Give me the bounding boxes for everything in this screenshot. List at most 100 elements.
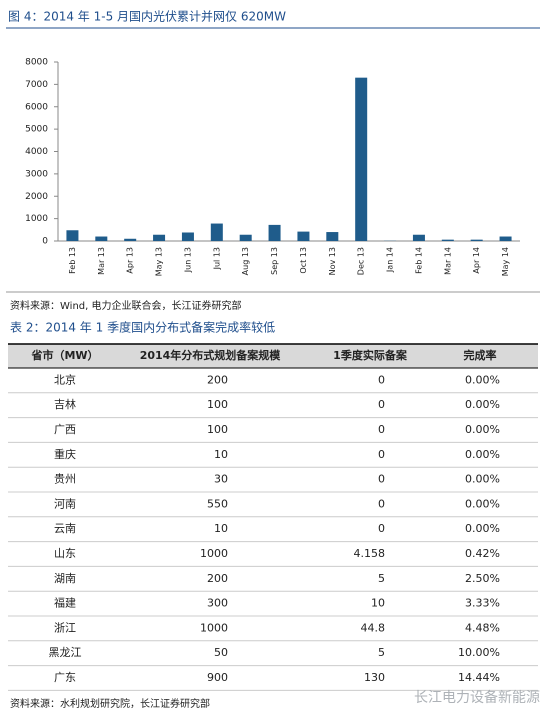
table-cell: 100 [207,423,228,436]
x-tick-label: Dec 13 [357,247,366,275]
table-cell: 100 [207,398,228,411]
table-cell: 50 [214,646,228,659]
table-header-bg [8,344,538,368]
y-tick-label: 0 [42,237,48,247]
table-header-cell: 1季度实际备案 [333,348,408,362]
table-header-cell: 省市（MW） [30,348,98,362]
bar-chart: 0 1000 2000 3000 4000 5000 6000 7000 8000 Feb 13 M… [25,58,520,276]
table-header-cell: 2014年分布式规划备案规模 [140,348,282,362]
table-cell: 4.48% [465,621,500,634]
x-tick-label: Apr 13 [126,247,135,274]
bar [124,238,137,241]
table-cell: 河南 [54,497,76,510]
bar [268,224,281,241]
x-tick-label: Jul 13 [212,247,221,270]
y-tick-label: 4000 [25,147,48,157]
table-cell: 0.42% [465,547,500,560]
x-tick-label: Sep 13 [270,247,279,275]
table-cell: 0 [378,522,385,535]
bar [153,234,166,241]
x-tick-label: Feb 13 [68,247,77,274]
table-cell: 1000 [200,547,228,560]
x-tick-label: Nov 13 [328,247,337,275]
y-tick-label: 5000 [25,125,48,135]
table-cell: 云南 [54,522,76,535]
x-tick-label: Jan 14 [386,247,395,273]
bar [181,232,194,241]
table-cell: 3.33% [465,597,500,610]
y-tick-label: 2000 [25,192,48,202]
x-tick-label: Mar 14 [443,247,452,275]
table-cell: 44.8 [361,621,386,634]
table-cell: 130 [364,671,385,684]
table-cell: 广东 [54,671,76,684]
bar [412,234,425,241]
y-tick-label: 6000 [25,102,48,112]
table-cell: 北京 [54,372,76,386]
table-cell: 10.00% [458,646,500,659]
table-cell: 0.00% [465,373,500,386]
bar [499,236,512,241]
table-cell: 30 [214,473,228,486]
table-cell: 福建 [54,596,76,610]
table-cell: 贵州 [54,473,76,486]
table-header-cell: 完成率 [464,348,497,362]
table-cell: 0.00% [465,473,500,486]
table-cell: 吉林 [54,397,76,411]
table-cell: 10 [214,522,228,535]
y-tick-label: 7000 [25,80,48,90]
x-tick-label: Oct 13 [299,247,308,274]
x-tick-label: Apr 14 [472,247,481,274]
table-cell: 广西 [54,423,76,436]
table-cell: 200 [207,373,228,386]
table-cell: 900 [207,671,228,684]
table-cell: 550 [207,497,228,510]
source-note: 资料来源：Wind, 电力企业联合会，长江证券研究部 [10,299,242,312]
table-cell: 200 [207,572,228,585]
table-cell: 0.00% [465,423,500,436]
table-cell: 0 [378,423,385,436]
table-cell: 300 [207,597,228,610]
table-cell: 0.00% [465,497,500,510]
table-cell: 5 [378,646,385,659]
table-cell: 浙江 [54,621,76,634]
table-cell: 1000 [200,621,228,634]
x-tick-label: Mar 13 [97,247,106,275]
watermark: 长江电力设备新能源 [414,689,540,706]
table-cell: 山东 [54,547,76,560]
table-cell: 5 [378,572,385,585]
x-tick-label: Jun 13 [183,247,192,273]
bar [470,239,483,241]
y-tick-label: 3000 [25,169,48,179]
table-cell: 0 [378,398,385,411]
table-cell: 2.50% [465,572,500,585]
table-cell: 0.00% [465,448,500,461]
bar [441,239,454,241]
table-cell: 0 [378,473,385,486]
bar [210,223,223,241]
table-cell: 黑龙江 [49,646,82,659]
table-cell: 重庆 [54,447,76,461]
table-cell: 10 [214,448,228,461]
bar [239,234,252,241]
x-tick-label: May 14 [501,247,510,276]
table-cell: 4.158 [354,547,386,560]
table-cell: 0.00% [465,398,500,411]
figure-title: 图 4：2014 年 1-5 月国内光伏累计并网仅 620MW [8,10,286,24]
source-note: 资料来源：水利规划研究院，长江证券研究部 [10,697,210,710]
bar [95,236,108,241]
table-cell: 14.44% [458,671,500,684]
x-tick-label: May 13 [155,247,164,276]
table-cell: 0 [378,373,385,386]
bar [355,77,368,241]
bar [297,231,310,241]
bar [326,232,339,241]
table-cell: 湖南 [54,572,76,585]
table-cell: 10 [371,597,385,610]
bar [66,230,79,241]
table-cell: 0 [378,497,385,510]
table-cell: 0.00% [465,522,500,535]
x-tick-label: Feb 14 [414,247,423,274]
x-tick-label: Aug 13 [241,247,250,275]
